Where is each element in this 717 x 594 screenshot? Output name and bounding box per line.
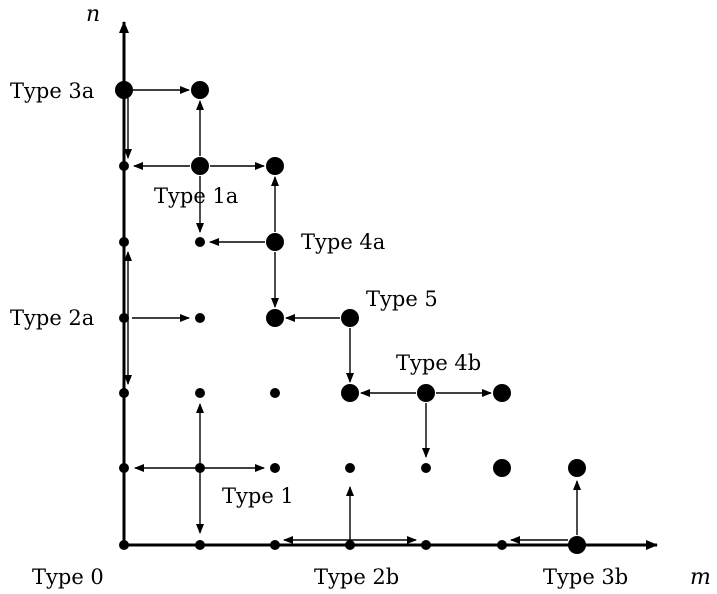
dot xyxy=(195,540,205,550)
y-axis-label: n xyxy=(86,2,100,27)
dot xyxy=(195,313,205,323)
dot-large xyxy=(341,384,359,402)
label-type-3a: Type 3a xyxy=(10,79,94,103)
dot-large xyxy=(266,157,284,175)
dot-large xyxy=(417,384,435,402)
label-type-1: Type 1 xyxy=(222,484,294,508)
dot xyxy=(270,540,280,550)
dot-large xyxy=(266,233,284,251)
dot xyxy=(195,237,205,247)
dot xyxy=(119,313,129,323)
dot xyxy=(421,463,431,473)
dot-large xyxy=(493,384,511,402)
label-type-4b: Type 4b xyxy=(396,351,481,375)
dot-large xyxy=(493,459,511,477)
lattice-dots xyxy=(115,81,586,554)
x-axis-label: m xyxy=(690,565,711,590)
dot xyxy=(345,463,355,473)
label-type-0: Type 0 xyxy=(32,565,104,589)
dot xyxy=(497,540,507,550)
dot xyxy=(119,237,129,247)
dot-large xyxy=(115,81,133,99)
dot-large xyxy=(191,81,209,99)
dot xyxy=(119,161,129,171)
label-type-5: Type 5 xyxy=(366,287,438,311)
label-type-2a: Type 2a xyxy=(10,306,94,330)
dot xyxy=(195,388,205,398)
dot xyxy=(119,463,129,473)
type-labels: Type 3a Type 1a Type 4a Type 2a Type 5 T… xyxy=(10,79,628,589)
label-type-2b: Type 2b xyxy=(314,565,399,589)
dot-large xyxy=(568,459,586,477)
label-type-4a: Type 4a xyxy=(301,230,385,254)
dot xyxy=(119,540,129,550)
dot-large xyxy=(341,309,359,327)
label-type-3b: Type 3b xyxy=(543,565,628,589)
dot xyxy=(270,463,280,473)
transition-arrows xyxy=(124,86,581,544)
label-type-1a: Type 1a xyxy=(154,184,238,208)
dot xyxy=(345,540,355,550)
dot xyxy=(270,388,280,398)
dot-large xyxy=(568,536,586,554)
dot xyxy=(119,388,129,398)
dot xyxy=(421,540,431,550)
dot-large xyxy=(191,157,209,175)
dot-large xyxy=(266,309,284,327)
